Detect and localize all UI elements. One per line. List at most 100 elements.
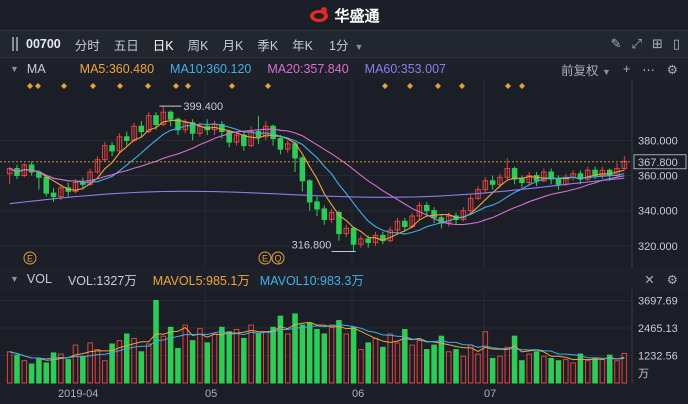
candle-body — [123, 136, 130, 141]
tab-quarterly-k[interactable]: 季K — [257, 38, 279, 53]
candle — [241, 131, 247, 151]
candle — [189, 119, 196, 141]
volume-chart[interactable]: 3697.69 2465.13 1232.56 万 — [0, 290, 688, 385]
candle — [504, 157, 511, 181]
split-icon[interactable]: ▯ — [672, 36, 680, 51]
vol-axis-label: 2465.13 — [638, 323, 678, 335]
candle — [526, 172, 532, 187]
volume-bar — [365, 342, 371, 384]
candle-body — [248, 131, 254, 147]
candle-body — [365, 238, 371, 243]
volume-bar — [204, 342, 211, 384]
candle — [6, 166, 13, 185]
event-marker-icon — [173, 83, 179, 89]
volume-bar — [577, 353, 584, 384]
tab-yearly-k[interactable]: 年K — [292, 38, 314, 53]
candle-body — [555, 178, 562, 185]
close-icon[interactable]: ✕ — [644, 272, 655, 287]
candle-body — [284, 143, 291, 150]
brand-name: 华盛通 — [334, 7, 380, 25]
candle — [138, 120, 145, 137]
volume-bar — [175, 347, 181, 384]
candle-body — [467, 197, 474, 212]
fullscreen-icon[interactable]: ⤢ — [631, 36, 642, 51]
candle-body — [6, 167, 13, 175]
volume-bar — [423, 349, 430, 384]
candle — [102, 142, 108, 162]
ma60-value: MA60:353.007 — [364, 62, 446, 76]
candle-body — [160, 111, 167, 125]
vol-title[interactable]: VOL — [26, 272, 52, 286]
tab-five-day[interactable]: 五日 — [113, 38, 139, 53]
ma5-line — [9, 119, 625, 241]
candle — [277, 135, 284, 155]
volume-bar — [453, 349, 459, 384]
earnings-badge-q: Q — [274, 254, 281, 264]
collapse-icon[interactable]: ▼ — [10, 64, 19, 74]
candle-body — [519, 178, 525, 184]
collapse-icon[interactable]: ▼ — [10, 274, 19, 284]
candle-body — [50, 192, 57, 198]
candle-body — [548, 171, 554, 180]
candle — [511, 166, 518, 185]
event-marker-icon — [90, 83, 96, 89]
event-marker-icon — [435, 83, 441, 89]
candle-body — [255, 131, 262, 138]
mavol10-value: MAVOL10:983.3万 — [259, 273, 364, 288]
drag-handle-icon[interactable] — [12, 37, 18, 51]
volume-bar — [519, 360, 525, 384]
ma-title[interactable]: MA — [26, 62, 46, 76]
interval-dropdown[interactable]: 1分 ▼ — [329, 35, 363, 54]
volume-bar — [226, 331, 232, 384]
volume-bar — [36, 357, 42, 384]
chevron-down-icon: ▼ — [354, 41, 364, 52]
more-icon[interactable]: ⋯ — [642, 62, 655, 77]
x-tick-april: 2019-04 — [58, 388, 99, 400]
candle — [387, 226, 393, 243]
volume-bar — [153, 300, 159, 384]
volume-bar — [358, 349, 364, 384]
current-price-box — [633, 154, 687, 170]
tab-timeshare[interactable]: 分时 — [74, 38, 100, 53]
volume-bar — [80, 355, 86, 384]
adjust-dropdown[interactable]: 前复权 ▼ — [561, 60, 611, 79]
volume-bar — [160, 335, 167, 384]
volume-bar — [284, 333, 291, 384]
volume-bar — [270, 326, 276, 384]
stock-code[interactable]: 00700 — [26, 37, 61, 51]
pen-icon[interactable]: ✎ — [610, 36, 622, 51]
current-price-label: 367.800 — [638, 157, 678, 169]
volume-bar — [102, 360, 108, 384]
volume-bar — [431, 344, 437, 384]
candle-body — [336, 211, 342, 235]
price-axis-label: 380.000 — [638, 135, 678, 147]
candle — [28, 161, 35, 176]
volume-bar — [197, 327, 203, 384]
candle-body — [358, 238, 364, 245]
price-axis-label: 360.000 — [638, 171, 678, 183]
x-tick-july: 07 — [484, 388, 497, 400]
gear-icon[interactable]: ⚙ — [666, 272, 678, 287]
volume-bar — [475, 353, 481, 384]
candle-body — [328, 211, 335, 221]
volume-bar — [416, 340, 423, 384]
candle-body — [145, 115, 152, 133]
grid-icon[interactable]: ⊞ — [651, 36, 663, 51]
gear-icon[interactable]: ⚙ — [666, 62, 678, 77]
candle — [314, 196, 320, 216]
ma-panel-header: ▼ MA MA5:360.480 MA10:360.120 MA20:357.8… — [0, 58, 688, 80]
volume-bar — [533, 351, 540, 384]
volume-bar — [387, 333, 393, 384]
earnings-badge-e: E — [27, 254, 33, 264]
add-icon[interactable]: + — [622, 62, 631, 76]
tab-daily-k[interactable]: 日K — [152, 38, 174, 53]
tab-weekly-k[interactable]: 周K — [187, 38, 209, 53]
brand-icon — [310, 7, 329, 22]
candle — [343, 224, 350, 238]
candle-body — [72, 182, 79, 192]
ma60-line — [9, 177, 625, 205]
candle — [123, 131, 130, 146]
low-price-label: 316.800 — [292, 240, 332, 252]
tab-monthly-k[interactable]: 月K — [222, 38, 244, 53]
